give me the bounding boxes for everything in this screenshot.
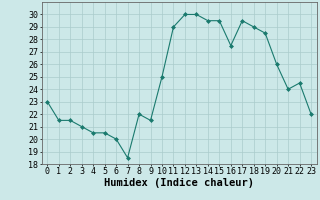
X-axis label: Humidex (Indice chaleur): Humidex (Indice chaleur) bbox=[104, 178, 254, 188]
